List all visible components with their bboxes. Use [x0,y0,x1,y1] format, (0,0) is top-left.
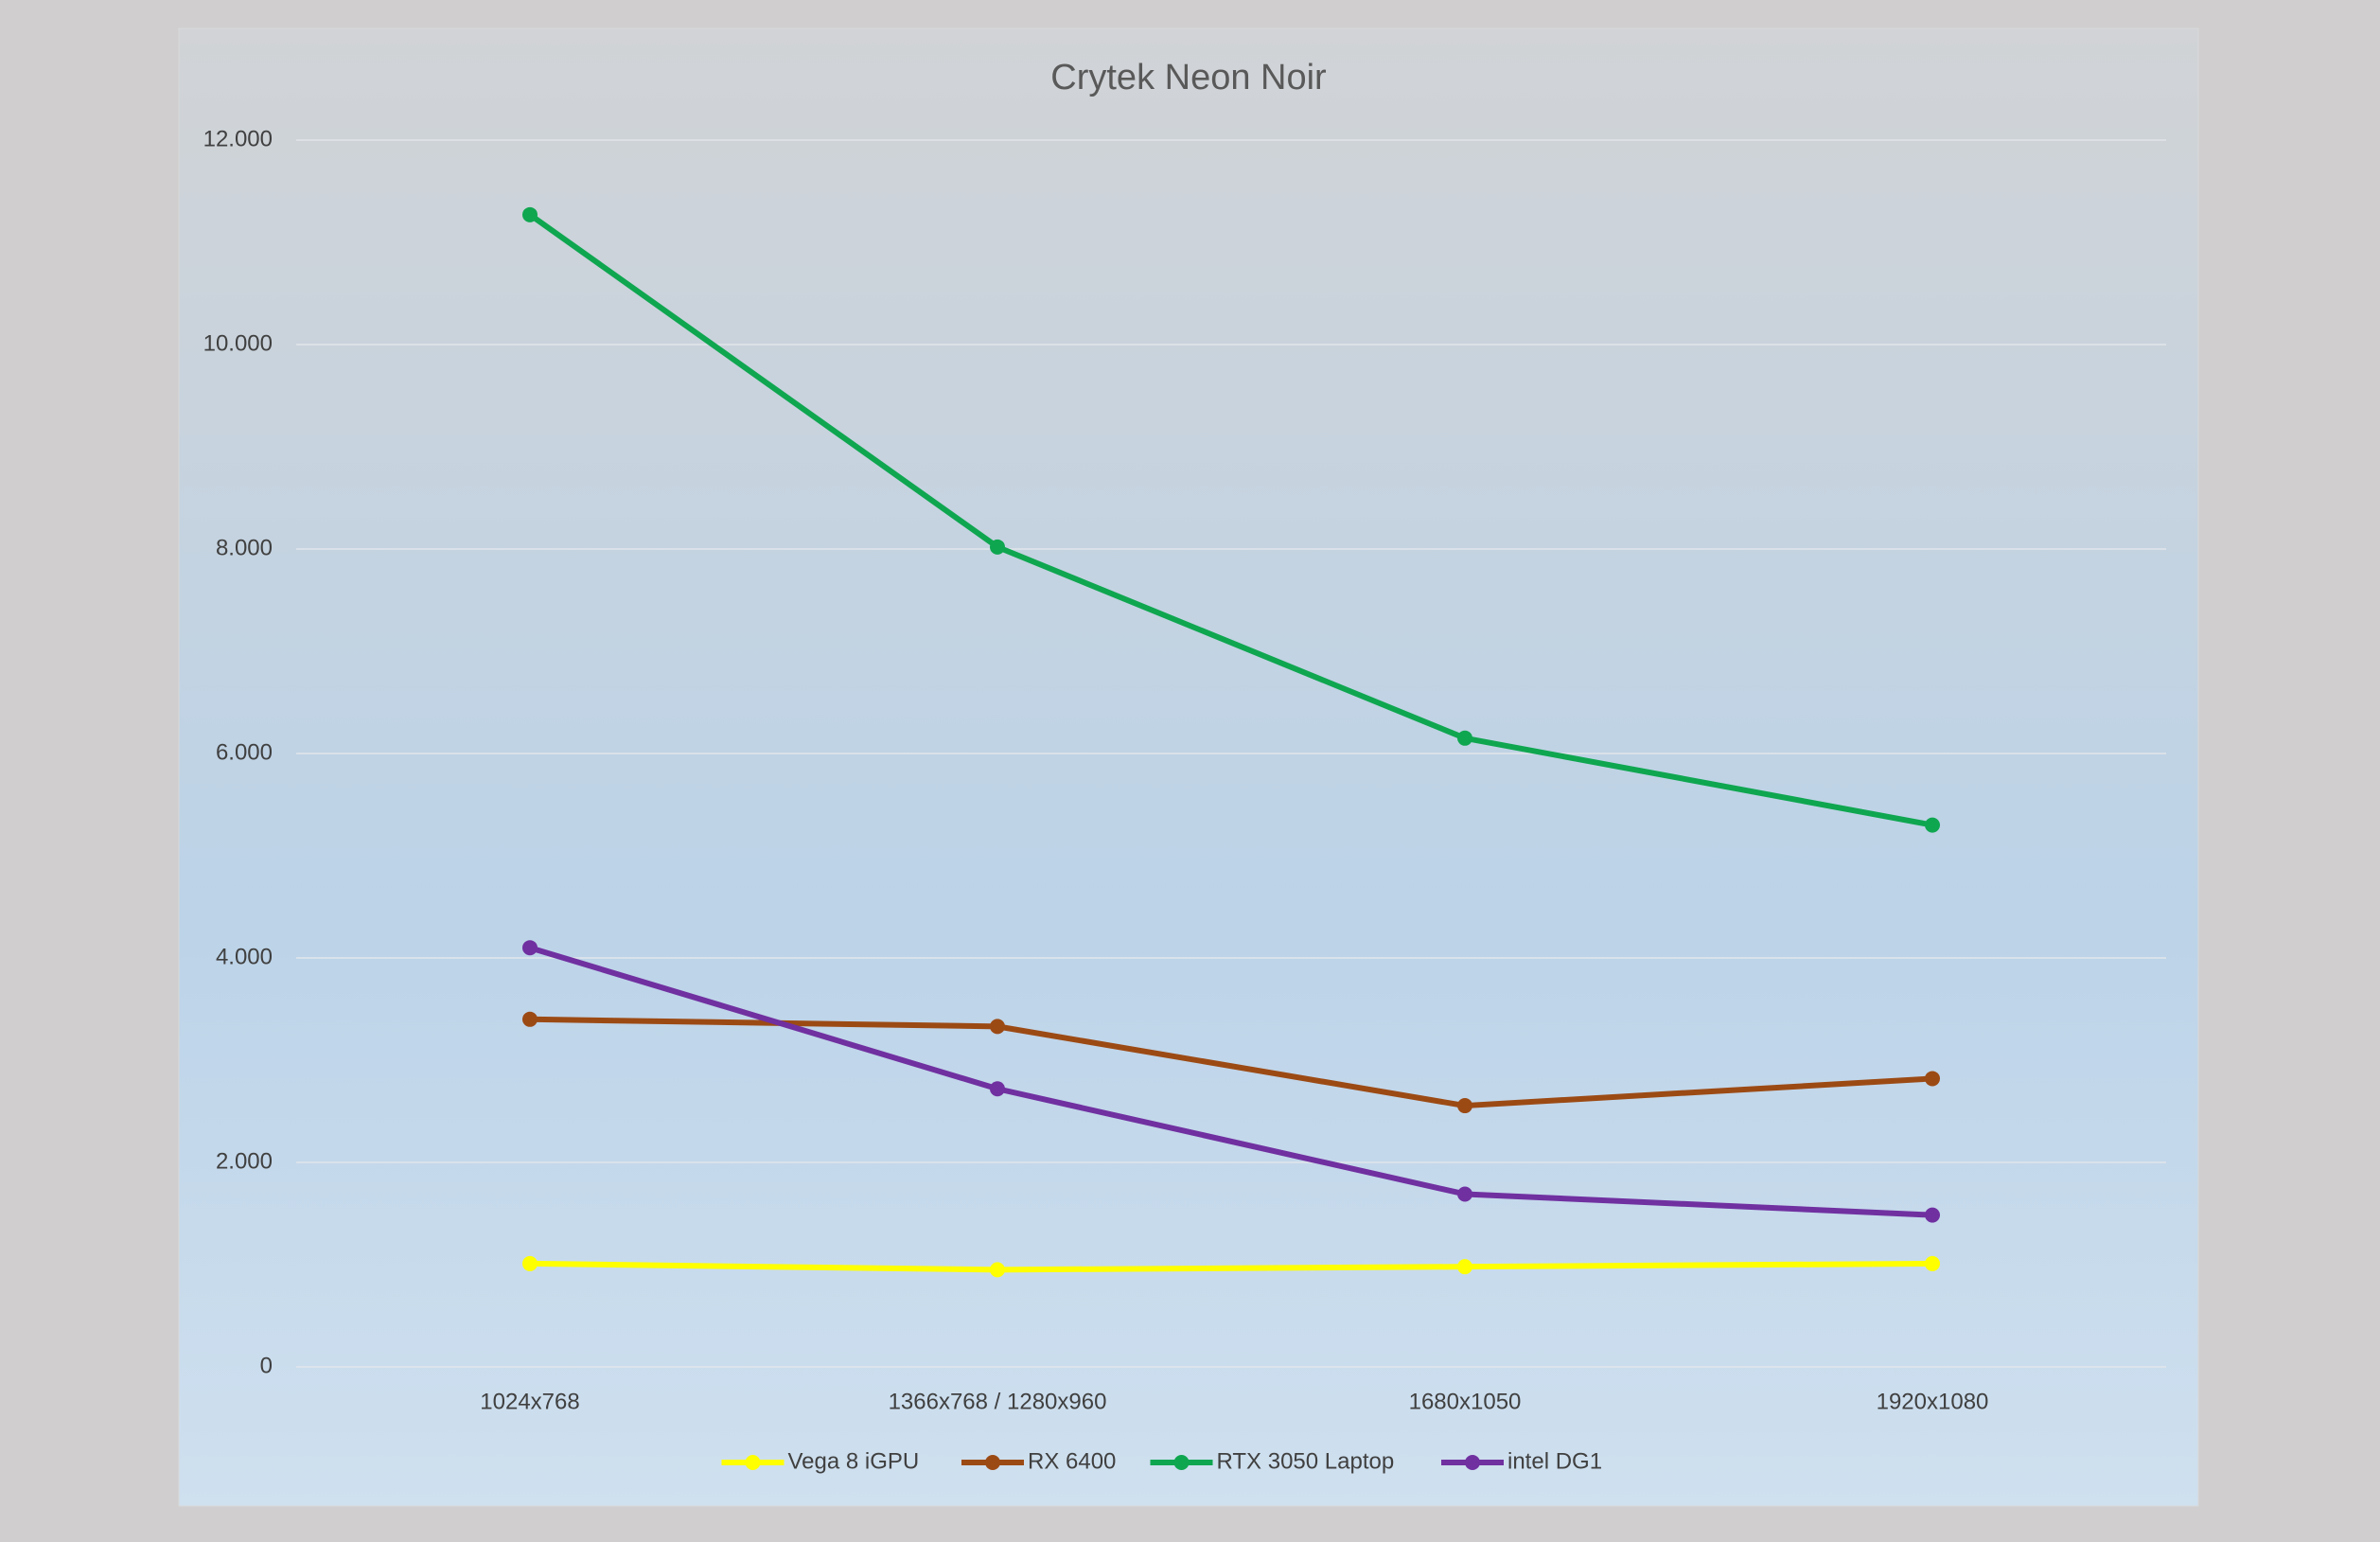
data-point [1925,1255,1940,1271]
legend-label: RX 6400 [1028,1448,1116,1474]
chart-title: Crytek Neon Noir [1050,58,1327,97]
data-point [990,1262,1005,1278]
y-tick-label: 6.000 [216,739,273,765]
y-tick-label: 2.000 [216,1148,273,1174]
x-tick-label: 1366x768 / 1280x960 [889,1389,1107,1414]
legend-marker [1465,1455,1480,1470]
legend-marker [985,1455,1000,1470]
legend-marker [745,1455,761,1470]
chart-area [178,27,2199,1507]
data-point [1925,817,1940,833]
data-point [1457,730,1472,746]
data-point [522,206,538,222]
data-point [1457,1186,1472,1202]
legend-marker [1173,1455,1190,1470]
data-point [1925,1207,1940,1223]
data-point [990,1081,1005,1097]
y-tick-label: 12.000 [203,126,273,151]
data-point [990,539,1005,555]
y-tick-label: 0 [260,1353,273,1378]
data-point [990,1019,1005,1035]
data-point [1457,1259,1472,1275]
legend-label: Vega 8 iGPU [788,1448,920,1474]
data-point [1457,1098,1472,1114]
x-tick-label: 1024x768 [480,1389,579,1414]
series-line [529,945,1933,1218]
legend-label: RTX 3050 Laptop [1217,1448,1395,1474]
data-point [522,1255,538,1271]
data-point [522,1011,538,1027]
series-line [529,1016,1933,1109]
data-point [522,940,538,956]
x-tick-label: 1920x1080 [1877,1389,1989,1414]
y-tick-label: 4.000 [216,944,273,969]
series-line [529,1260,1933,1273]
series-line [528,212,1933,828]
x-tick-label: 1680x1050 [1409,1389,1522,1414]
legend-label: intel DG1 [1507,1448,1602,1474]
data-point [1925,1071,1940,1087]
y-tick-label: 10.000 [203,330,273,356]
y-tick-label: 8.000 [216,535,273,560]
